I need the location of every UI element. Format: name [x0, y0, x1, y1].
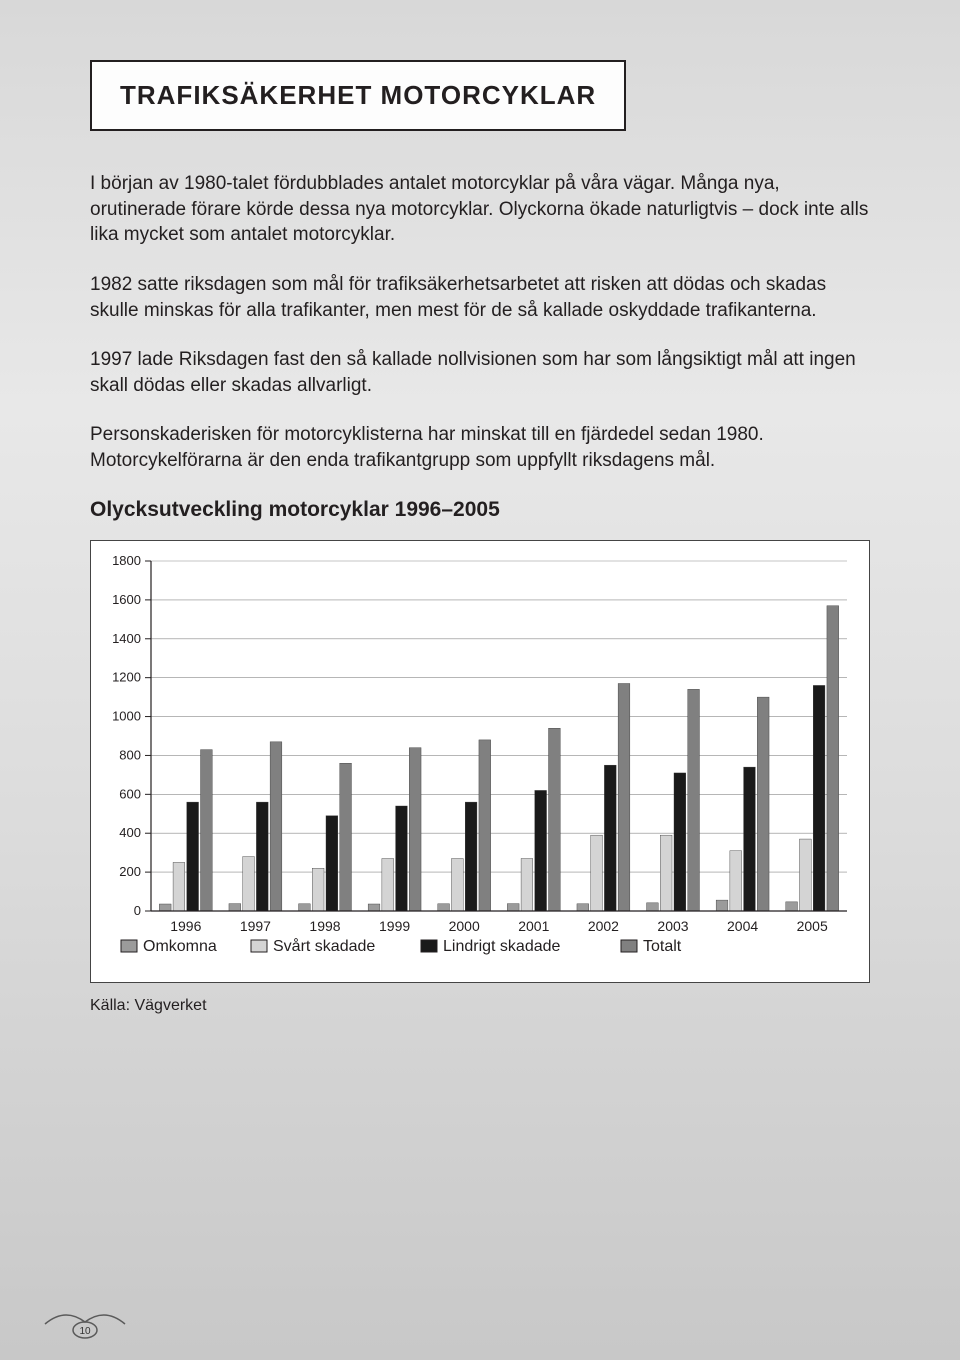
legend-swatch-0	[121, 940, 137, 952]
bar-2002-Svårt skadade	[591, 835, 603, 911]
bar-2001-Totalt	[549, 728, 561, 911]
bar-2005-Omkomna	[786, 902, 798, 911]
chart-svg: 0 200 400 600 800 1000 1200 1400 1600 1800 1996 199…	[97, 551, 857, 971]
source-label: Källa: Vägverket	[90, 997, 870, 1015]
bar-1998-Svårt skadade	[312, 868, 324, 911]
svg-text:1999: 1999	[379, 918, 410, 934]
bar-2004-Svårt skadade	[730, 850, 742, 910]
svg-text:1400: 1400	[112, 631, 141, 646]
bar-2004-Totalt	[757, 697, 769, 911]
bar-1999-Totalt	[409, 747, 421, 910]
bar-2005-Svårt skadade	[799, 839, 811, 911]
legend-swatch-2	[421, 940, 437, 952]
paragraph-1: I början av 1980-talet fördubblades anta…	[90, 171, 870, 248]
bar-1997-Lindrigt skadade	[256, 802, 268, 911]
bar-1999-Lindrigt skadade	[396, 806, 408, 911]
bar-1996-Lindrigt skadade	[187, 802, 199, 911]
paragraph-4: Personskaderisken för motorcyklisterna h…	[90, 422, 870, 473]
svg-text:600: 600	[119, 786, 141, 801]
bar-1996-Svårt skadade	[173, 862, 185, 911]
svg-text:2002: 2002	[588, 918, 619, 934]
svg-text:1600: 1600	[112, 592, 141, 607]
bar-2004-Omkomna	[716, 900, 728, 911]
page-title: TRAFIKSÄKERHET MOTORCYKLAR	[120, 80, 596, 111]
bar-2000-Omkomna	[438, 904, 450, 911]
bar-2001-Lindrigt skadade	[535, 790, 547, 911]
paragraph-3: 1997 lade Riksdagen fast den så kallade …	[90, 347, 870, 398]
legend-label-1: Svårt skadade	[273, 937, 375, 955]
legend-label-2: Lindrigt skadade	[443, 938, 561, 955]
page-number: 10	[79, 1326, 91, 1337]
svg-text:1200: 1200	[112, 669, 141, 684]
bar-2005-Totalt	[827, 605, 839, 910]
legend-swatch-3	[621, 940, 637, 952]
chart-title: Olycksutveckling motorcyklar 1996–2005	[90, 498, 870, 522]
svg-text:2001: 2001	[518, 918, 549, 934]
svg-text:0: 0	[134, 903, 141, 918]
bar-1997-Totalt	[270, 742, 282, 911]
svg-text:2005: 2005	[797, 918, 828, 934]
bar-2005-Lindrigt skadade	[813, 685, 825, 911]
bar-2003-Lindrigt skadade	[674, 773, 686, 911]
bar-1997-Omkomna	[229, 903, 241, 910]
legend-label-3: Totalt	[643, 938, 682, 955]
bar-1996-Totalt	[201, 749, 213, 910]
svg-text:1000: 1000	[112, 708, 141, 723]
svg-text:800: 800	[119, 747, 141, 762]
bar-2001-Svårt skadade	[521, 858, 533, 911]
accident-chart: 0 200 400 600 800 1000 1200 1400 1600 1800 1996 199…	[90, 540, 870, 983]
bar-2001-Omkomna	[507, 903, 519, 910]
page-ornament: 10	[40, 1302, 130, 1342]
bar-1999-Omkomna	[368, 904, 380, 911]
legend-swatch-1	[251, 940, 267, 952]
legend-label-0: Omkomna	[143, 938, 217, 955]
bar-2003-Svårt skadade	[660, 835, 672, 911]
bar-1998-Lindrigt skadade	[326, 815, 338, 910]
svg-text:1997: 1997	[240, 918, 271, 934]
bar-1996-Omkomna	[159, 904, 171, 911]
svg-text:2004: 2004	[727, 918, 758, 934]
svg-text:400: 400	[119, 825, 141, 840]
bar-1998-Omkomna	[299, 904, 311, 911]
bar-1999-Svårt skadade	[382, 858, 394, 911]
svg-text:1998: 1998	[309, 918, 340, 934]
bar-2003-Totalt	[688, 689, 700, 911]
bar-1997-Svårt skadade	[243, 856, 255, 910]
bar-2003-Omkomna	[647, 903, 659, 911]
title-box: TRAFIKSÄKERHET MOTORCYKLAR	[90, 60, 626, 131]
svg-text:2000: 2000	[449, 918, 480, 934]
bar-2002-Omkomna	[577, 904, 589, 911]
paragraph-2: 1982 satte riksdagen som mål för trafiks…	[90, 272, 870, 323]
bar-2000-Lindrigt skadade	[465, 802, 477, 911]
bar-2004-Lindrigt skadade	[744, 767, 756, 911]
bar-2002-Lindrigt skadade	[604, 765, 616, 911]
bar-1998-Totalt	[340, 763, 352, 911]
bar-2002-Totalt	[618, 683, 630, 911]
svg-text:2003: 2003	[657, 918, 688, 934]
svg-text:1800: 1800	[112, 553, 141, 568]
bar-2000-Svårt skadade	[451, 858, 463, 911]
svg-text:1996: 1996	[170, 918, 201, 934]
bar-2000-Totalt	[479, 740, 491, 911]
svg-text:200: 200	[119, 864, 141, 879]
